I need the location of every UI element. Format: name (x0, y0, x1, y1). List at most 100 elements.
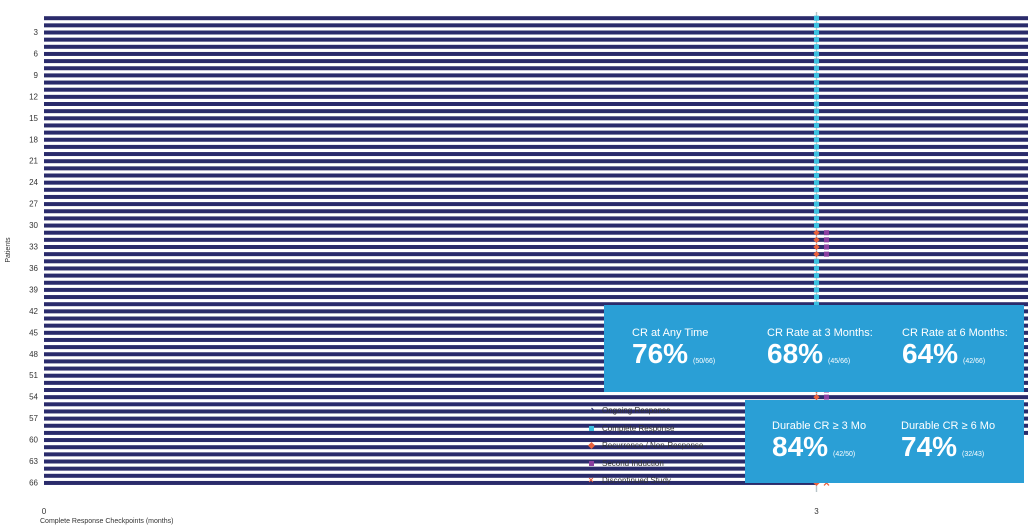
patient-bar (44, 316, 1028, 321)
patient-bar (44, 73, 1028, 78)
stat-fraction: (50/66) (693, 358, 716, 365)
chart-legend: ➜ Ongoing Response Complete Response Rec… (584, 402, 744, 490)
patient-bar (44, 123, 1028, 128)
complete-response-marker (814, 80, 819, 86)
patient-bar (44, 216, 1028, 221)
second-induction-marker (824, 230, 829, 236)
complete-response-marker (814, 144, 819, 150)
stat-value: 64% (902, 338, 959, 369)
patient-bar (44, 430, 1028, 435)
complete-response-marker (814, 201, 819, 207)
patient-bar (44, 180, 1028, 185)
y-tick-label: 60 (29, 436, 38, 445)
patient-bar (44, 330, 1028, 335)
patient-bar (44, 116, 1028, 121)
legend-label: Complete Response (602, 423, 675, 433)
patient-bar (44, 380, 1028, 385)
patient-bar (44, 173, 1028, 178)
legend-label: Second Induction (602, 458, 664, 468)
complete-response-marker (814, 287, 819, 293)
patient-bar (44, 223, 1028, 228)
stat-fraction: (42/66) (963, 358, 986, 365)
complete-response-marker (814, 265, 819, 271)
patient-bar (44, 480, 817, 485)
stat-fraction: (32/43) (962, 451, 985, 458)
recurrence-marker (813, 394, 820, 401)
patient-bar (44, 16, 1028, 21)
patient-bar (44, 302, 1028, 307)
recurrence-marker (813, 236, 820, 243)
y-tick-label: 21 (29, 157, 38, 166)
y-tick-label: 30 (29, 221, 38, 230)
legend-item-second-induction: Second Induction (584, 455, 744, 473)
complete-response-marker (814, 165, 819, 171)
complete-response-marker (814, 65, 819, 71)
patient-bar (44, 94, 1028, 99)
stat-cr-3-months: CR Rate at 3 Months: 68% (45/66) (767, 327, 873, 369)
patient-bar (44, 109, 1028, 114)
y-tick-label: 27 (29, 200, 38, 209)
complete-response-marker (814, 72, 819, 78)
patient-bar (44, 137, 1028, 142)
patient-bar (44, 438, 817, 443)
y-tick-label: 54 (29, 393, 38, 402)
complete-response-marker (814, 208, 819, 214)
patient-bar (44, 230, 1028, 235)
stat-value: 76% (632, 338, 689, 369)
patient-bar (44, 80, 1028, 85)
complete-response-marker (814, 151, 819, 157)
legend-item-complete-response: Complete Response (584, 420, 744, 438)
legend-item-ongoing: ➜ Ongoing Response (584, 402, 744, 420)
patient-bar (44, 87, 1028, 92)
y-tick-label: 15 (29, 114, 38, 123)
x-axis-title: Complete Response Checkpoints (months) (40, 518, 173, 525)
y-tick-label: 36 (29, 264, 38, 273)
y-tick-label: 18 (29, 135, 38, 144)
complete-response-marker (814, 94, 819, 100)
stat-fraction: (42/50) (833, 451, 856, 458)
stat-durable-3-mo: Durable CR ≥ 3 Mo 84% (42/50) (772, 420, 866, 462)
stats-panel-top: CR at Any Time 76% (50/66) CR Rate at 3 M… (604, 305, 1024, 392)
patient-bar (44, 66, 1028, 71)
complete-response-marker (814, 180, 819, 186)
patient-bar (44, 59, 1028, 64)
patient-bar (44, 259, 1028, 264)
patient-bar (44, 245, 1028, 249)
complete-response-marker (814, 215, 819, 221)
patient-bar (44, 280, 1028, 285)
y-tick-label: 51 (29, 371, 38, 380)
patient-bar (44, 144, 1028, 149)
patient-bar (44, 366, 1028, 371)
patient-bar (44, 166, 1028, 171)
legend-item-discontinued: × Discontinued Study (584, 472, 744, 490)
legend-label: Discontinued Study (602, 476, 671, 486)
patient-bar (44, 209, 1028, 214)
complete-response-marker (814, 187, 819, 193)
patient-bar (44, 359, 1028, 364)
patient-bar (44, 44, 1028, 49)
complete-response-marker (814, 122, 819, 128)
complete-response-marker (814, 258, 819, 264)
patient-bar (44, 37, 1028, 42)
patient-bar (44, 287, 1028, 292)
patient-bar (44, 252, 1028, 257)
complete-response-marker (814, 15, 819, 21)
patient-bar (44, 466, 817, 471)
y-tick-label: 45 (29, 328, 38, 337)
stat-value: 84% (772, 431, 829, 462)
patient-bar (44, 452, 817, 457)
patient-bar (44, 395, 1028, 400)
y-tick-label: 57 (29, 414, 38, 423)
y-tick-label: 33 (29, 243, 38, 252)
y-tick-label: 9 (34, 71, 39, 80)
patient-bar (44, 459, 817, 464)
patient-bar (44, 416, 1028, 421)
legend-item-recurrence: Recurrence / Non-Response (584, 437, 744, 455)
complete-response-marker (814, 137, 819, 143)
y-tick-label: 6 (34, 49, 39, 58)
complete-response-marker (814, 194, 819, 200)
complete-response-marker (814, 223, 819, 229)
x-icon: × (588, 475, 594, 486)
